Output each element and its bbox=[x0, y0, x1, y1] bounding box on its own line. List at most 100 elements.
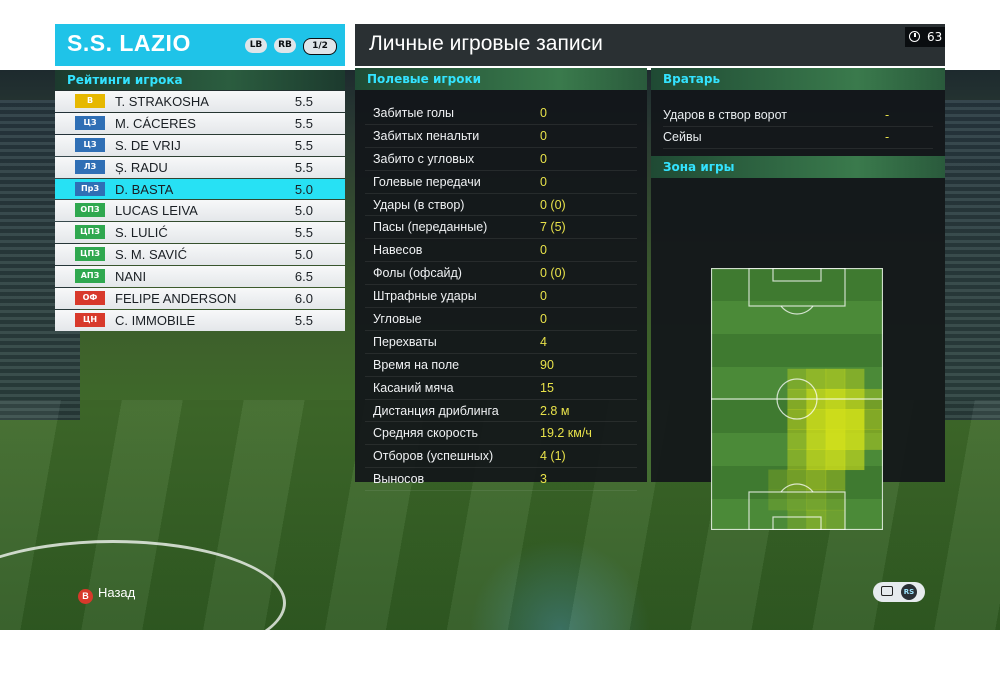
stat-row: Пасы (переданные) 7 (5) bbox=[365, 216, 637, 240]
heat-cell bbox=[825, 409, 846, 430]
stat-value: 0 bbox=[540, 151, 547, 166]
player-rating: 5.5 bbox=[294, 312, 313, 328]
player-rating: 5.0 bbox=[294, 181, 313, 197]
stat-value: 0 (0) bbox=[540, 266, 566, 281]
stat-row: Угловые 0 bbox=[365, 308, 637, 331]
heat-cell bbox=[806, 409, 827, 430]
player-row[interactable]: ЦЗ S. DE VRIJ 5.5 bbox=[55, 134, 345, 156]
stat-label: Удары (в створ) bbox=[373, 197, 465, 212]
stat-value: 0 bbox=[540, 243, 547, 258]
player-name: FELIPE ANDERSON bbox=[115, 291, 237, 307]
field-players-header: Полевые игроки bbox=[355, 68, 647, 90]
player-name: S. M. SAVIĆ bbox=[115, 247, 187, 263]
timer: 63 bbox=[905, 27, 945, 47]
title-bar: Личные игровые записи bbox=[355, 24, 945, 66]
heat-cell bbox=[787, 449, 808, 471]
heat-cell bbox=[806, 429, 827, 450]
player-name: LUCAS LEIVA bbox=[115, 203, 198, 219]
rs-control[interactable]: RS bbox=[873, 582, 925, 602]
gk-stat-row: Ударов в створ ворот - bbox=[663, 104, 933, 127]
player-row[interactable]: ОФ FELIPE ANDERSON 6.0 bbox=[55, 288, 345, 309]
stat-value: 0 (0) bbox=[540, 197, 566, 212]
player-name: S. DE VRIJ bbox=[115, 137, 181, 153]
position-badge: ЦПЗ bbox=[75, 225, 105, 240]
heat-cell bbox=[825, 469, 846, 491]
player-roster: В T. STRAKOSHA 5.5 ЦЗ M. CÁCERES 5.5 ЦЗ S. DE V… bbox=[55, 91, 345, 332]
player-rating: 5.0 bbox=[294, 247, 313, 263]
stat-row: Штрафные удары 0 bbox=[365, 285, 637, 309]
gk-stat-row: Сейвы - bbox=[663, 126, 933, 149]
lb-button[interactable]: LB bbox=[245, 38, 267, 53]
player-rating: 5.5 bbox=[294, 159, 313, 175]
stat-value: 0 bbox=[540, 128, 547, 143]
stat-label: Время на поле bbox=[373, 357, 460, 372]
team-name: S.S. LAZIO bbox=[67, 30, 191, 56]
field-player-stats: Забитые голы 0 Забитых пенальти 0 Забито с у… bbox=[365, 102, 637, 492]
heat-cell bbox=[863, 429, 883, 450]
stat-label: Угловые bbox=[373, 312, 422, 327]
rb-button[interactable]: RB bbox=[274, 38, 296, 53]
heat-cell bbox=[825, 489, 846, 511]
goalkeeper-header: Вратарь bbox=[651, 68, 945, 90]
stat-row: Средняя скорость 19.2 км/ч bbox=[365, 422, 637, 446]
heatmap-svg bbox=[711, 268, 883, 530]
stat-value: 0 bbox=[540, 312, 547, 327]
heat-cell bbox=[787, 469, 808, 491]
play-zone-heatmap bbox=[711, 268, 883, 530]
stat-label: Пасы (переданные) bbox=[373, 220, 488, 235]
player-name: S. LULIĆ bbox=[115, 225, 168, 241]
timer-value: 63 bbox=[927, 30, 943, 44]
gk-stat-value: - bbox=[885, 108, 890, 122]
stat-label: Забитых пенальти bbox=[373, 128, 480, 143]
position-badge: ЦЗ bbox=[75, 115, 105, 130]
stat-label: Средняя скорость bbox=[373, 426, 479, 441]
heat-cell bbox=[825, 429, 846, 450]
heat-cell bbox=[844, 449, 865, 471]
position-badge: ЛЗ bbox=[75, 159, 105, 174]
stat-label: Штрафные удары bbox=[373, 289, 477, 304]
player-row[interactable]: ЦН C. IMMOBILE 5.5 bbox=[55, 309, 345, 331]
player-rating: 6.0 bbox=[294, 291, 313, 307]
player-row[interactable]: ЦПЗ S. LULIĆ 5.5 bbox=[55, 222, 345, 244]
player-rating: 5.5 bbox=[294, 225, 313, 241]
heat-cell bbox=[787, 489, 808, 511]
player-row[interactable]: АПЗ NANI 6.5 bbox=[55, 266, 345, 288]
position-badge: ЦЗ bbox=[75, 137, 105, 152]
player-row[interactable]: ЦПЗ S. M. SAVIĆ 5.0 bbox=[55, 244, 345, 266]
stat-value: 7 (5) bbox=[540, 220, 566, 235]
back-button[interactable]: B Назад bbox=[78, 584, 135, 604]
stat-label: Перехваты bbox=[373, 334, 437, 349]
heat-cell bbox=[806, 509, 827, 530]
stat-row: Касаний мяча 15 bbox=[365, 377, 637, 400]
stat-row: Забито с угловых 0 bbox=[365, 148, 637, 171]
player-row[interactable]: ЛЗ Ș. RADU 5.5 bbox=[55, 156, 345, 178]
clock-icon bbox=[909, 31, 920, 42]
player-row[interactable]: ОПЗ LUCAS LEIVA 5.0 bbox=[55, 200, 345, 222]
stat-row: Забитых пенальти 0 bbox=[365, 125, 637, 148]
rs-stick-icon: RS bbox=[901, 584, 917, 600]
heat-cell bbox=[806, 368, 827, 390]
player-row[interactable]: ПрЗ D. BASTA 5.0 bbox=[55, 178, 345, 200]
heat-cell bbox=[825, 368, 846, 390]
heat-cell bbox=[806, 489, 827, 511]
stat-label: Выносов bbox=[373, 472, 425, 487]
heat-cell bbox=[863, 409, 883, 430]
stadium-stand-right bbox=[945, 100, 1000, 420]
heat-cell bbox=[768, 469, 788, 491]
stat-label: Забито с угловых bbox=[373, 151, 475, 166]
stat-value: 15 bbox=[540, 380, 554, 395]
stat-row: Выносов 3 bbox=[365, 468, 637, 492]
stat-value: 0 bbox=[540, 289, 547, 304]
stat-value: 3 bbox=[540, 472, 547, 487]
heat-cell bbox=[768, 489, 788, 511]
player-row[interactable]: ЦЗ M. CÁCERES 5.5 bbox=[55, 112, 345, 134]
stat-value: 0 bbox=[540, 174, 547, 189]
player-row[interactable]: В T. STRAKOSHA 5.5 bbox=[55, 91, 345, 112]
stat-label: Фолы (офсайд) bbox=[373, 266, 462, 281]
position-badge: ОФ bbox=[75, 291, 105, 306]
player-rating: 5.0 bbox=[294, 203, 313, 219]
heat-cell bbox=[806, 469, 827, 491]
stat-row: Фолы (офсайд) 0 (0) bbox=[365, 262, 637, 286]
position-badge: ЦПЗ bbox=[75, 247, 105, 262]
heat-cell bbox=[825, 509, 846, 530]
